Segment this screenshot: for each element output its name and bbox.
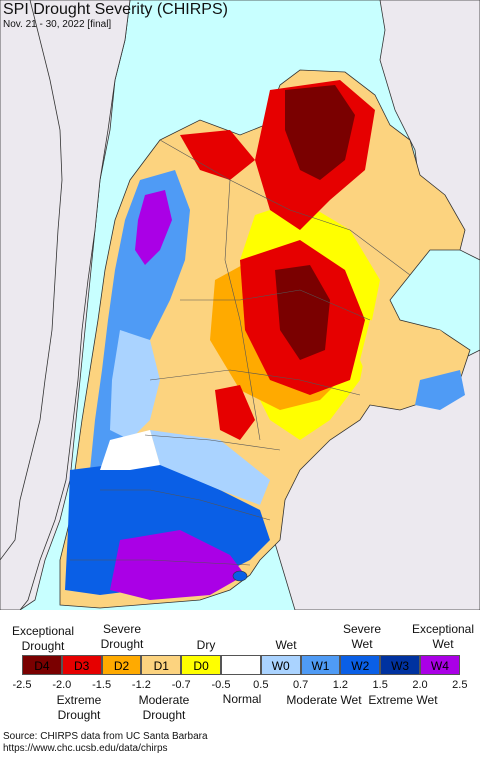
legend-top-label-severe-drought: Severe Drought: [100, 622, 144, 651]
legend-tick: 0.7: [292, 679, 309, 691]
light-wet-south: [150, 430, 270, 505]
east-wet-patch: [415, 370, 465, 410]
legend-bottom-label-normal: Normal: [222, 692, 262, 706]
exceptional-wet-south: [110, 530, 245, 600]
legend-swatch-w0: W0: [260, 655, 301, 675]
legend-top-label-severe-wet: Severe Wet: [342, 622, 382, 651]
source-text: Source: CHIRPS data from UC Santa Barbar…: [3, 731, 208, 742]
legend-swatch-d3: D3: [61, 655, 102, 675]
northwest-drought: [180, 130, 255, 180]
legend-swatch-w3: W3: [380, 655, 420, 675]
province-borders: [70, 139, 411, 566]
legend-swatch-d0: D0: [181, 655, 221, 675]
legend-bottom-label-moderate-wet: Moderate Wet: [286, 693, 362, 707]
north-exceptional: [285, 85, 355, 180]
island: [232, 570, 248, 582]
legend-top-label-exceptional-wet: Exceptional Wet: [411, 622, 475, 651]
legend-swatch-d2: D2: [101, 655, 142, 675]
legend-tick: 2.5: [452, 679, 468, 691]
legend-swatch-w2: W2: [340, 655, 381, 675]
legend-swatch-normal: [221, 655, 261, 675]
legend-swatch-d1: D1: [141, 655, 182, 675]
map-subtitle: Nov. 21 - 30, 2022 [final]: [3, 19, 112, 30]
legend-swatch-w4: W4: [420, 655, 460, 675]
legend-tick: -2.0: [52, 679, 72, 691]
legend-tick: 1.2: [332, 679, 349, 691]
legend-tick: 2.0: [412, 679, 428, 691]
legend-tick: 0.5: [253, 679, 269, 691]
legend-tick: -2.5: [12, 679, 32, 691]
legend-top-label-dry: Dry: [196, 638, 216, 652]
legend-tick: -1.2: [131, 679, 151, 691]
legend-bottom-label-extreme-drought: Extreme Drought: [56, 693, 102, 722]
legend-bottom-label-extreme-wet: Extreme Wet: [368, 693, 438, 707]
drought-map: [0, 0, 480, 610]
normal-south: [100, 430, 160, 470]
exceptional-drought: [275, 265, 330, 360]
legend-swatch-d4: D4: [22, 655, 62, 675]
legend-bottom-label-moderate-drought: Moderate Drought: [138, 693, 190, 722]
legend-tick: 1.5: [372, 679, 388, 691]
light-wet-west: [110, 330, 160, 440]
legend-tick: -0.5: [211, 679, 231, 691]
legend-tick: -0.7: [171, 679, 191, 691]
source-url: https://www.chc.ucsb.edu/data/chirps: [3, 743, 168, 754]
source-credit: Source: CHIRPS data from UC Santa Barbar…: [3, 731, 208, 755]
legend-top-label-exceptional-drought: Exceptional Drought: [11, 624, 75, 653]
map-title: SPI Drought Severity (CHIRPS): [3, 1, 228, 18]
legend-swatch-w1: W1: [300, 655, 341, 675]
south-central-drought: [215, 385, 255, 440]
exceptional-wet-andes: [135, 190, 172, 265]
legend-tick: -1.5: [92, 679, 112, 691]
chile-coast: [0, 0, 131, 610]
legend-top-label-wet: Wet: [275, 638, 297, 652]
